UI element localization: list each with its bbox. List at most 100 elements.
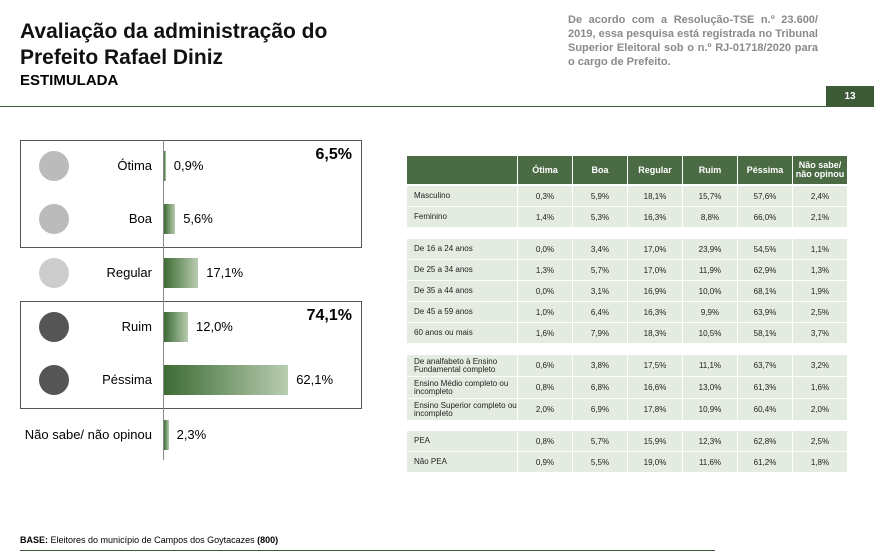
footer-rule bbox=[20, 550, 715, 551]
table-cell: 3,1% bbox=[573, 281, 627, 301]
table-cell: 62,8% bbox=[738, 431, 792, 451]
table-cell: 1,6% bbox=[793, 377, 847, 398]
table-cell: 0,6% bbox=[518, 355, 572, 376]
table-cell: 13,0% bbox=[683, 377, 737, 398]
table-cell: 17,8% bbox=[628, 399, 682, 420]
header-cell: Regular bbox=[628, 156, 682, 184]
table-cell: 3,7% bbox=[793, 323, 847, 343]
category-label: Boa bbox=[128, 211, 152, 226]
table-cell: 10,5% bbox=[683, 323, 737, 343]
bar bbox=[164, 151, 166, 181]
header-rule bbox=[0, 106, 874, 107]
row-label: Masculino bbox=[407, 186, 517, 206]
table-cell: 16,3% bbox=[628, 207, 682, 227]
title: Prefeito Rafael Diniz bbox=[20, 46, 224, 69]
table-cell: 5,7% bbox=[573, 431, 627, 451]
group-total: 74,1% bbox=[306, 307, 352, 324]
table-cell: 17,5% bbox=[628, 355, 682, 376]
table-cell: 9,9% bbox=[683, 302, 737, 322]
bar bbox=[164, 204, 176, 234]
table-cell: 6,9% bbox=[573, 399, 627, 420]
table-cell: 10,0% bbox=[683, 281, 737, 301]
bar bbox=[164, 258, 199, 288]
table-cell: 1,3% bbox=[518, 260, 572, 280]
face-icon bbox=[39, 312, 69, 342]
face-icon bbox=[39, 365, 69, 395]
table-cell: 1,6% bbox=[518, 323, 572, 343]
category-label: Ótima bbox=[117, 158, 152, 173]
table-cell: 16,6% bbox=[628, 377, 682, 398]
table-cell: 57,6% bbox=[738, 186, 792, 206]
header-cell bbox=[407, 156, 517, 184]
axis-line bbox=[163, 140, 164, 460]
row-label: 60 anos ou mais bbox=[407, 323, 517, 343]
table-cell: 11,1% bbox=[683, 355, 737, 376]
subtitle: ESTIMULADA bbox=[20, 72, 119, 89]
value-label: 2,3% bbox=[176, 427, 207, 442]
table-cell: 0,8% bbox=[518, 377, 572, 398]
table-cell: 3,8% bbox=[573, 355, 627, 376]
row-label: PEA bbox=[407, 431, 517, 451]
group-total: 6,5% bbox=[315, 146, 352, 163]
face-icon bbox=[39, 204, 69, 234]
table-cell: 16,9% bbox=[628, 281, 682, 301]
row-label: Não PEA bbox=[407, 452, 517, 472]
table-cell: 1,3% bbox=[793, 260, 847, 280]
table-cell: 3,2% bbox=[793, 355, 847, 376]
face-icon bbox=[39, 258, 69, 288]
table-cell: 0,0% bbox=[518, 281, 572, 301]
table-cell: 63,9% bbox=[738, 302, 792, 322]
table-cell: 60,4% bbox=[738, 399, 792, 420]
value-label: 17,1% bbox=[206, 265, 244, 280]
category-label: Ruim bbox=[121, 319, 152, 334]
table-cell: 7,9% bbox=[573, 323, 627, 343]
table-cell: 6,4% bbox=[573, 302, 627, 322]
base-label: BASE: bbox=[20, 535, 49, 545]
table-cell: 6,8% bbox=[573, 377, 627, 398]
table-cell: 61,3% bbox=[738, 377, 792, 398]
table-cell: 15,9% bbox=[628, 431, 682, 451]
table-cell: 16,3% bbox=[628, 302, 682, 322]
row-label: De 45 a 59 anos bbox=[407, 302, 517, 322]
table-cell: 63,7% bbox=[738, 355, 792, 376]
table-cell: 1,0% bbox=[518, 302, 572, 322]
value-label: 62,1% bbox=[296, 372, 334, 387]
table-cell: 5,9% bbox=[573, 186, 627, 206]
table-cell: 1,8% bbox=[793, 452, 847, 472]
bar bbox=[164, 365, 289, 395]
table-cell: 18,3% bbox=[628, 323, 682, 343]
base-count: (800) bbox=[257, 535, 279, 545]
table-cell: 2,5% bbox=[793, 431, 847, 451]
header-cell: Péssima bbox=[738, 156, 792, 184]
table-cell: 2,1% bbox=[793, 207, 847, 227]
header-cell: Ruim bbox=[683, 156, 737, 184]
table-cell: 8,8% bbox=[683, 207, 737, 227]
table-cell: 1,4% bbox=[518, 207, 572, 227]
row-label: Feminino bbox=[407, 207, 517, 227]
category-label: Regular bbox=[106, 265, 152, 280]
table-cell: 0,3% bbox=[518, 186, 572, 206]
table-cell: 12,3% bbox=[683, 431, 737, 451]
table-cell: 54,5% bbox=[738, 239, 792, 259]
row-label: De 25 a 34 anos bbox=[407, 260, 517, 280]
value-label: 5,6% bbox=[183, 211, 213, 226]
table-cell: 5,7% bbox=[573, 260, 627, 280]
table-cell: 2,0% bbox=[518, 399, 572, 420]
value-label: 12,0% bbox=[196, 319, 233, 334]
header-cell: Ótima bbox=[518, 156, 572, 184]
title: Avaliação da administração do bbox=[20, 20, 328, 43]
row-label: De 35 a 44 anos bbox=[407, 281, 517, 301]
table-cell: 3,4% bbox=[573, 239, 627, 259]
table-cell: 10,9% bbox=[683, 399, 737, 420]
row-label: Ensino Médio completo ou incompleto bbox=[407, 377, 517, 398]
category-label: Péssima bbox=[102, 372, 152, 387]
table-cell: 19,0% bbox=[628, 452, 682, 472]
value-label: 0,9% bbox=[173, 158, 204, 173]
table-cell: 11,6% bbox=[683, 452, 737, 472]
base-note: BASE: Eleitores do município de Campos d… bbox=[20, 535, 278, 545]
header-cell: Não sabe/ não opinou bbox=[793, 156, 847, 184]
page-number: 13 bbox=[826, 86, 874, 106]
table-cell: 62,9% bbox=[738, 260, 792, 280]
row-label: De 16 a 24 anos bbox=[407, 239, 517, 259]
